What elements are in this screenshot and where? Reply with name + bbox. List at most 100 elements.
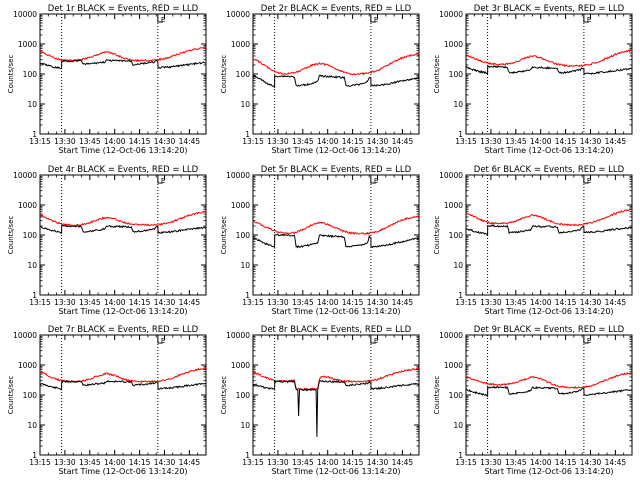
y-tick-label: 10 bbox=[453, 261, 463, 270]
x-tick-label: 13:30 bbox=[54, 137, 76, 146]
x-tick-label: 14:30 bbox=[154, 458, 176, 467]
y-tick-label: 10000 bbox=[13, 171, 37, 180]
series-events-line bbox=[252, 233, 420, 250]
x-axis-label: Start Time (12-Oct-06 13:14:20) bbox=[58, 307, 187, 316]
corner-marker-label: E bbox=[161, 337, 165, 345]
y-tick-label: 10 bbox=[240, 421, 250, 430]
panel-det-2r: Det 2r BLACK = Events, RED = LLD 1 10 100 10… bbox=[220, 4, 420, 155]
x-tick-label: 14:00 bbox=[317, 137, 339, 146]
y-tick-label: 100 bbox=[449, 231, 464, 240]
y-axis-label: Counts/sec bbox=[433, 376, 441, 415]
x-tick-label: 14:15 bbox=[342, 458, 364, 467]
x-tick-label: 13:30 bbox=[267, 458, 289, 467]
corner-marker bbox=[583, 15, 589, 23]
series-lld-line bbox=[253, 368, 419, 391]
y-tick-label: 1000 bbox=[18, 40, 37, 49]
x-tick-label: 14:30 bbox=[367, 458, 389, 467]
y-tick-label: 1 bbox=[245, 451, 250, 460]
panel-title: Det 8r BLACK = Events, RED = LLD bbox=[261, 325, 412, 335]
panel-det-8r: Det 8r BLACK = Events, RED = LLD 1 10 100 10… bbox=[220, 325, 420, 476]
y-axis-label: Counts/sec bbox=[220, 55, 228, 94]
panel-title: Det 7r BLACK = Events, RED = LLD bbox=[48, 325, 199, 335]
x-tick-label: 14:45 bbox=[605, 298, 627, 307]
x-axis-label: Start Time (12-Oct-06 13:14:20) bbox=[484, 146, 613, 155]
series-events-line bbox=[465, 224, 632, 237]
y-tick-label: 1000 bbox=[231, 40, 250, 49]
x-tick-label: 13:15 bbox=[455, 298, 477, 307]
panel-det-6r: Det 6r BLACK = Events, RED = LLD 1 10 100 10… bbox=[433, 165, 633, 316]
y-tick-label: 10000 bbox=[439, 331, 463, 340]
series-events-line bbox=[465, 65, 633, 76]
x-tick-label: 13:15 bbox=[29, 298, 51, 307]
x-tick-label: 13:45 bbox=[505, 298, 527, 307]
x-tick-label: 13:45 bbox=[505, 137, 527, 146]
y-tick-label: 100 bbox=[449, 391, 464, 400]
x-tick-label: 13:15 bbox=[242, 137, 264, 146]
y-axis-label: Counts/sec bbox=[7, 55, 15, 94]
y-axis-label: Counts/sec bbox=[433, 55, 441, 94]
x-axis-label: Start Time (12-Oct-06 13:14:20) bbox=[58, 146, 187, 155]
panel-det-9r: Det 9r BLACK = Events, RED = LLD 1 10 100 10… bbox=[433, 325, 633, 476]
y-tick-label: 1000 bbox=[18, 201, 37, 210]
x-tick-label: 14:45 bbox=[179, 298, 201, 307]
corner-marker-label: E bbox=[587, 177, 591, 185]
x-tick-label: 13:30 bbox=[54, 298, 76, 307]
y-tick-label: 10 bbox=[453, 100, 463, 109]
x-tick-label: 14:15 bbox=[555, 458, 577, 467]
x-tick-label: 14:30 bbox=[580, 458, 602, 467]
y-tick-label: 1 bbox=[245, 291, 250, 300]
panel-title: Det 2r BLACK = Events, RED = LLD bbox=[261, 4, 412, 14]
x-tick-label: 14:15 bbox=[129, 298, 151, 307]
x-tick-label: 13:45 bbox=[79, 458, 101, 467]
x-tick-label: 13:30 bbox=[480, 458, 502, 467]
x-axis-label: Start Time (12-Oct-06 13:14:20) bbox=[484, 307, 613, 316]
y-tick-label: 10000 bbox=[226, 171, 250, 180]
x-tick-label: 14:45 bbox=[605, 137, 627, 146]
series-events-line bbox=[252, 74, 420, 88]
corner-marker-label: E bbox=[161, 177, 165, 185]
y-tick-label: 10000 bbox=[13, 10, 37, 19]
y-axis-label: Counts/sec bbox=[220, 216, 228, 255]
series-lld-line bbox=[465, 208, 633, 227]
y-tick-label: 100 bbox=[236, 70, 251, 79]
x-axis-label: Start Time (12-Oct-06 13:14:20) bbox=[58, 467, 187, 476]
y-tick-label: 1 bbox=[245, 130, 250, 139]
y-tick-label: 10 bbox=[27, 100, 37, 109]
y-tick-label: 10 bbox=[27, 421, 37, 430]
x-axis-label: Start Time (12-Oct-06 13:14:20) bbox=[484, 467, 613, 476]
x-tick-label: 14:45 bbox=[392, 137, 414, 146]
y-tick-label: 10000 bbox=[13, 331, 37, 340]
corner-marker bbox=[157, 336, 163, 344]
x-tick-label: 13:15 bbox=[242, 458, 264, 467]
panel-title: Det 4r BLACK = Events, RED = LLD bbox=[48, 165, 199, 175]
y-axis-label: Counts/sec bbox=[7, 216, 15, 255]
y-tick-label: 100 bbox=[23, 391, 38, 400]
corner-marker bbox=[370, 15, 376, 23]
panel-det-3r: Det 3r BLACK = Events, RED = LLD 1 10 100 10… bbox=[433, 4, 633, 155]
y-tick-label: 10 bbox=[453, 421, 463, 430]
y-tick-label: 10000 bbox=[439, 10, 463, 19]
y-tick-label: 10000 bbox=[439, 171, 463, 180]
x-tick-label: 13:30 bbox=[267, 137, 289, 146]
corner-marker-label: E bbox=[374, 16, 378, 24]
x-tick-label: 14:00 bbox=[104, 458, 126, 467]
y-tick-label: 1 bbox=[458, 130, 463, 139]
x-tick-label: 13:30 bbox=[54, 458, 76, 467]
panel-det-1r: Det 1r BLACK = Events, RED = LLD 1 10 100 10… bbox=[7, 4, 207, 155]
corner-marker-label: E bbox=[587, 337, 591, 345]
y-tick-label: 100 bbox=[236, 231, 251, 240]
corner-marker-label: E bbox=[374, 177, 378, 185]
corner-marker bbox=[370, 176, 376, 184]
x-tick-label: 13:15 bbox=[455, 137, 477, 146]
y-tick-label: 10000 bbox=[226, 331, 250, 340]
x-axis-label: Start Time (12-Oct-06 13:14:20) bbox=[271, 307, 400, 316]
y-tick-label: 100 bbox=[449, 70, 464, 79]
x-tick-label: 14:15 bbox=[129, 137, 151, 146]
y-tick-label: 1000 bbox=[444, 361, 463, 370]
series-lld-line bbox=[39, 47, 207, 63]
x-tick-label: 14:30 bbox=[580, 298, 602, 307]
panel-det-4r: Det 4r BLACK = Events, RED = LLD 1 10 100 10… bbox=[7, 165, 207, 316]
panel-grid: Det 1r BLACK = Events, RED = LLD 1 10 100 10… bbox=[7, 4, 633, 476]
x-tick-label: 13:30 bbox=[267, 298, 289, 307]
y-axis-label: Counts/sec bbox=[220, 376, 228, 415]
